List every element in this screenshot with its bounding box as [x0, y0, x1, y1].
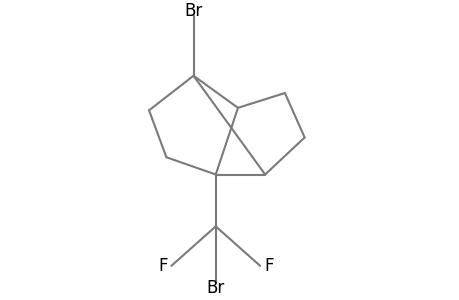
Text: Br: Br [184, 2, 202, 20]
Text: F: F [157, 257, 167, 275]
Text: Br: Br [206, 279, 224, 297]
Text: F: F [263, 257, 273, 275]
